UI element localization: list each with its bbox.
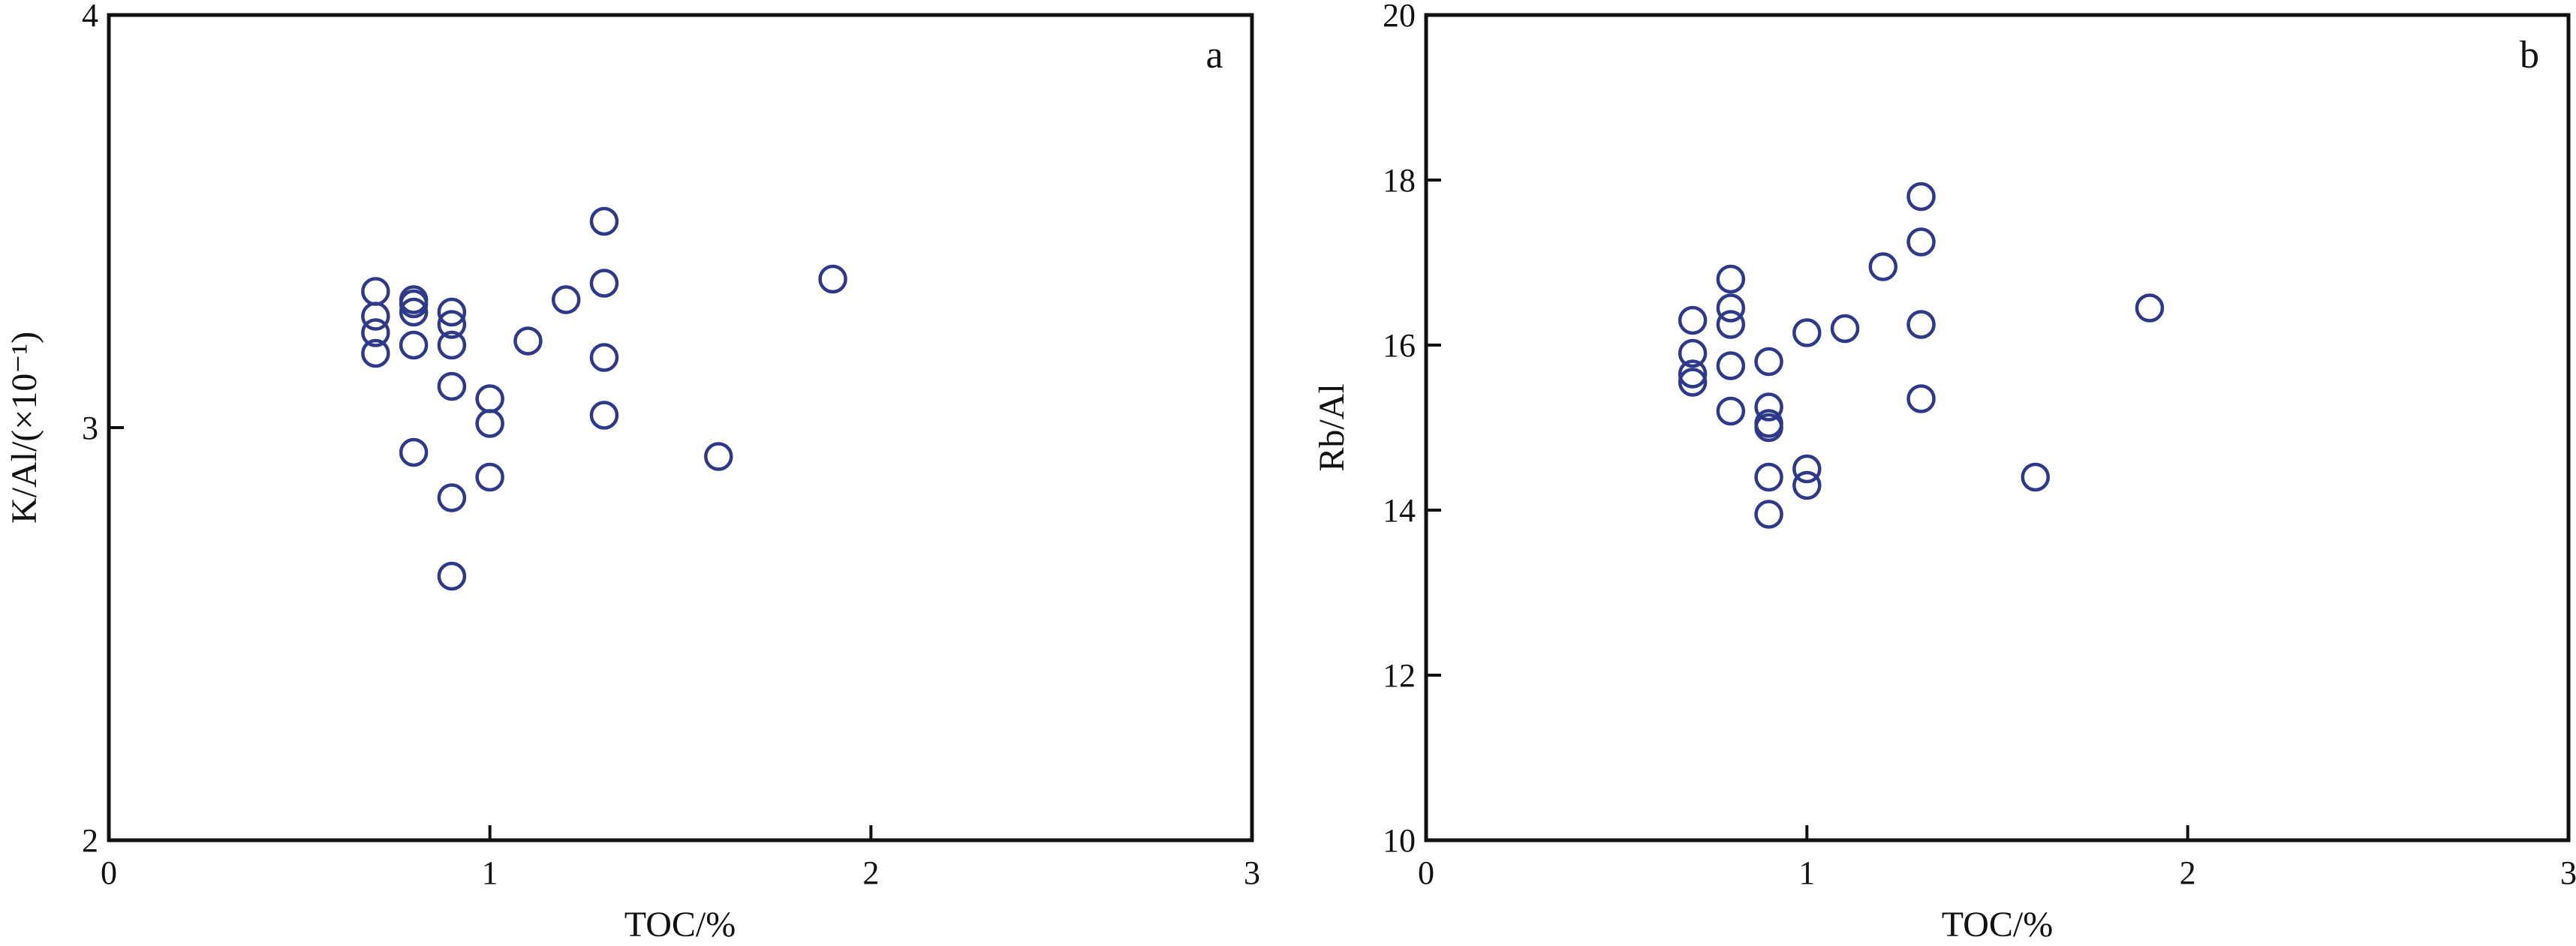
data-point-a-23: [589, 401, 619, 430]
data-point-b-22: [1906, 310, 1936, 339]
data-point-a-21: [589, 269, 619, 298]
ticks-a: 0 1 2 3 2 3 4: [82, 0, 1260, 891]
data-point-a-3: [361, 338, 390, 368]
y-tick-label-b-3: 16: [1383, 327, 1416, 364]
data-point-a-10: [437, 310, 467, 339]
x-tick-label-b-2: 2: [2180, 854, 2196, 891]
points-a: [361, 206, 847, 591]
y-axis-title-b: Rb/Al: [1312, 383, 1352, 471]
data-point-a-14: [437, 561, 467, 591]
data-point-b-25: [2135, 293, 2165, 323]
data-point-b-3: [1678, 368, 1708, 397]
data-point-b-0: [1678, 305, 1708, 335]
data-point-b-5: [1716, 293, 1746, 323]
data-point-b-1: [1678, 338, 1708, 368]
data-point-b-2: [1678, 359, 1708, 389]
x-tick-label-b-3: 3: [2560, 854, 2576, 891]
data-point-a-5: [399, 289, 429, 319]
data-point-a-25: [818, 264, 847, 294]
y-axis-title-a: K/Al/(×10⁻¹): [5, 332, 44, 524]
x-tick-label-a-3: 3: [1244, 854, 1260, 891]
data-point-a-24: [704, 442, 733, 471]
data-point-b-24: [2021, 462, 2050, 492]
data-point-b-18: [1830, 314, 1860, 344]
data-point-b-10: [1754, 392, 1783, 422]
data-point-a-13: [437, 483, 467, 512]
points-b: [1678, 182, 2165, 529]
data-point-b-20: [1906, 182, 1936, 212]
y-tick-label-a-2: 4: [82, 0, 98, 34]
data-point-b-21: [1906, 227, 1936, 257]
data-point-a-22: [589, 343, 619, 372]
y-tick-label-a-1: 3: [82, 410, 98, 446]
panel-label-b: b: [2520, 34, 2539, 77]
y-tick-label-a-0: 2: [82, 822, 98, 859]
data-point-b-14: [1754, 500, 1783, 529]
data-point-a-2: [361, 318, 390, 347]
data-point-b-6: [1716, 310, 1746, 339]
panel-label-a: a: [1205, 34, 1223, 77]
x-tick-label-b-1: 1: [1798, 854, 1815, 891]
data-point-b-15: [1792, 318, 1822, 347]
data-point-a-7: [399, 330, 429, 360]
data-point-b-16: [1792, 454, 1822, 484]
data-point-a-11: [437, 330, 467, 360]
data-point-a-15: [475, 384, 504, 413]
y-tick-label-b-0: 10: [1383, 822, 1416, 859]
y-tick-label-b-2: 14: [1383, 492, 1416, 529]
plot-frame-b: [1424, 13, 2571, 842]
data-point-a-17: [475, 462, 504, 492]
data-point-a-1: [361, 302, 390, 331]
data-point-b-23: [1906, 384, 1936, 413]
y-tick-label-b-1: 12: [1383, 657, 1416, 694]
data-point-a-0: [361, 277, 390, 306]
data-point-b-7: [1716, 351, 1746, 380]
data-point-a-16: [475, 409, 504, 438]
data-point-b-17: [1792, 470, 1822, 500]
panel-a: 0 1 2 3 2 3 4 a TOC/% K/Al/(×10⁻¹): [5, 0, 1260, 944]
data-point-b-13: [1754, 462, 1783, 492]
data-point-a-19: [551, 285, 581, 314]
data-point-a-20: [589, 206, 619, 236]
y-tick-label-b-5: 20: [1383, 0, 1416, 34]
x-axis-title-a: TOC/%: [624, 905, 736, 944]
x-tick-label-b-0: 0: [1418, 854, 1434, 891]
x-tick-label-a-2: 2: [862, 854, 879, 891]
data-point-a-8: [399, 437, 429, 467]
x-axis-title-b: TOC/%: [1942, 905, 2053, 944]
data-point-a-18: [513, 326, 543, 356]
x-tick-label-a-0: 0: [101, 854, 117, 891]
data-point-b-12: [1754, 413, 1783, 443]
data-point-b-4: [1716, 264, 1746, 294]
data-point-a-9: [437, 297, 467, 327]
plot-frame-a: [107, 13, 1254, 842]
data-point-a-12: [437, 371, 467, 401]
x-tick-label-a-1: 1: [482, 854, 498, 891]
data-point-a-6: [399, 297, 429, 327]
y-tick-label-b-4: 18: [1383, 162, 1416, 199]
data-point-b-9: [1754, 347, 1783, 377]
data-point-b-8: [1716, 396, 1746, 426]
data-point-b-19: [1868, 252, 1898, 281]
